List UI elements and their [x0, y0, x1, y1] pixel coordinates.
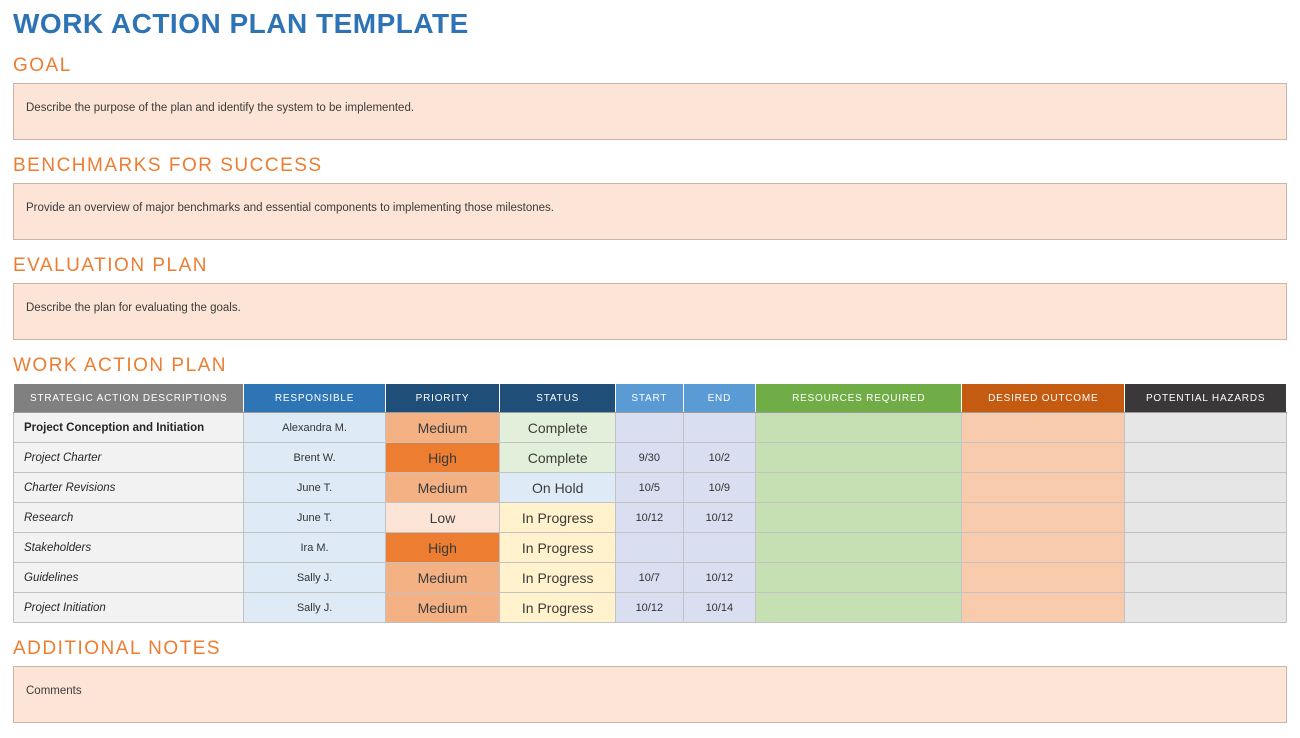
table-row: Guidelines Sally J. Medium In Progress 1…: [12, 562, 1287, 593]
notes-panel[interactable]: Comments: [13, 666, 1287, 723]
benchmarks-text: Provide an overview of major benchmarks …: [26, 201, 554, 214]
evaluation-text: Describe the plan for evaluating the goa…: [26, 301, 241, 314]
cell-start[interactable]: [615, 532, 684, 563]
cell-priority[interactable]: Medium: [384, 412, 501, 443]
cell-start[interactable]: 10/5: [615, 472, 684, 503]
cell-status[interactable]: In Progress: [499, 562, 617, 593]
benchmarks-heading: BENCHMARKS FOR SUCCESS: [13, 155, 323, 176]
cell-start[interactable]: 10/12: [615, 592, 684, 623]
work-action-plan-page: WORK ACTION PLAN TEMPLATE GOAL Describe …: [12, 8, 1287, 723]
cell-priority[interactable]: Low: [384, 502, 501, 533]
cell-resources[interactable]: [755, 472, 963, 503]
evaluation-panel[interactable]: Describe the plan for evaluating the goa…: [13, 283, 1287, 340]
column-header-hazards: POTENTIAL HAZARDS: [1124, 383, 1287, 413]
page-title: WORK ACTION PLAN TEMPLATE: [13, 8, 469, 39]
cell-action[interactable]: Charter Revisions: [12, 472, 245, 503]
table-row: Project Conception and Initiation Alexan…: [12, 412, 1287, 443]
notes-text: Comments: [26, 684, 82, 697]
cell-responsible[interactable]: Ira M.: [243, 532, 386, 563]
benchmarks-panel[interactable]: Provide an overview of major benchmarks …: [13, 183, 1287, 240]
cell-priority[interactable]: Medium: [384, 592, 501, 623]
cell-end[interactable]: 10/12: [682, 562, 757, 593]
cell-action[interactable]: Project Initiation: [12, 592, 245, 623]
goal-heading: GOAL: [13, 55, 72, 76]
cell-hazards[interactable]: [1124, 592, 1287, 623]
table-row: Stakeholders Ira M. High In Progress: [12, 532, 1287, 563]
cell-end[interactable]: 10/12: [682, 502, 757, 533]
cell-outcome[interactable]: [961, 592, 1126, 623]
cell-end[interactable]: 10/14: [682, 592, 757, 623]
cell-end[interactable]: 10/9: [682, 472, 757, 503]
cell-resources[interactable]: [755, 502, 963, 533]
cell-action[interactable]: Project Conception and Initiation: [12, 412, 245, 443]
cell-end[interactable]: 10/2: [682, 442, 757, 473]
work-action-plan-table: STRATEGIC ACTION DESCRIPTIONS RESPONSIBL…: [12, 383, 1287, 623]
cell-responsible[interactable]: Brent W.: [243, 442, 386, 473]
cell-hazards[interactable]: [1124, 502, 1287, 533]
cell-responsible[interactable]: Sally J.: [243, 592, 386, 623]
cell-priority[interactable]: High: [384, 442, 501, 473]
table-row: Charter Revisions June T. Medium On Hold…: [12, 472, 1287, 503]
cell-status[interactable]: Complete: [499, 442, 617, 473]
column-header-responsible: RESPONSIBLE: [243, 383, 386, 413]
cell-hazards[interactable]: [1124, 532, 1287, 563]
column-header-outcome: DESIRED OUTCOME: [961, 383, 1126, 413]
cell-start[interactable]: 10/12: [615, 502, 684, 533]
cell-priority[interactable]: High: [384, 532, 501, 563]
table-row: Project Initiation Sally J. Medium In Pr…: [12, 592, 1287, 623]
table-row: Project Charter Brent W. High Complete 9…: [12, 442, 1287, 473]
table-row: Research June T. Low In Progress 10/12 1…: [12, 502, 1287, 533]
table-header-row: STRATEGIC ACTION DESCRIPTIONS RESPONSIBL…: [12, 383, 1287, 413]
cell-hazards[interactable]: [1124, 412, 1287, 443]
cell-outcome[interactable]: [961, 502, 1126, 533]
cell-outcome[interactable]: [961, 472, 1126, 503]
cell-priority[interactable]: Medium: [384, 472, 501, 503]
cell-resources[interactable]: [755, 592, 963, 623]
goal-text: Describe the purpose of the plan and ide…: [26, 101, 415, 114]
cell-status[interactable]: On Hold: [499, 472, 617, 503]
table-heading: WORK ACTION PLAN: [13, 355, 228, 376]
cell-resources[interactable]: [755, 532, 963, 563]
cell-status[interactable]: Complete: [499, 412, 617, 443]
cell-outcome[interactable]: [961, 532, 1126, 563]
cell-outcome[interactable]: [961, 562, 1126, 593]
cell-hazards[interactable]: [1124, 562, 1287, 593]
cell-status[interactable]: In Progress: [499, 592, 617, 623]
cell-action[interactable]: Project Charter: [12, 442, 245, 473]
cell-action[interactable]: Research: [12, 502, 245, 533]
cell-start[interactable]: 10/7: [615, 562, 684, 593]
column-header-status: STATUS: [499, 383, 617, 413]
cell-end[interactable]: [682, 532, 757, 563]
cell-outcome[interactable]: [961, 442, 1126, 473]
cell-status[interactable]: In Progress: [499, 532, 617, 563]
notes-heading: ADDITIONAL NOTES: [13, 638, 222, 659]
cell-action[interactable]: Guidelines: [12, 562, 245, 593]
cell-outcome[interactable]: [961, 412, 1126, 443]
cell-responsible[interactable]: Alexandra M.: [243, 412, 386, 443]
cell-action[interactable]: Stakeholders: [12, 532, 245, 563]
column-header-resources: RESOURCES REQUIRED: [755, 383, 963, 413]
cell-resources[interactable]: [755, 442, 963, 473]
column-header-start: START: [615, 383, 684, 413]
cell-start[interactable]: [615, 412, 684, 443]
cell-resources[interactable]: [755, 412, 963, 443]
cell-responsible[interactable]: Sally J.: [243, 562, 386, 593]
cell-responsible[interactable]: June T.: [243, 502, 386, 533]
cell-hazards[interactable]: [1124, 472, 1287, 503]
cell-status[interactable]: In Progress: [499, 502, 617, 533]
goal-panel[interactable]: Describe the purpose of the plan and ide…: [13, 83, 1287, 140]
column-header-end: END: [682, 383, 757, 413]
evaluation-heading: EVALUATION PLAN: [13, 255, 208, 276]
cell-resources[interactable]: [755, 562, 963, 593]
column-header-action: STRATEGIC ACTION DESCRIPTIONS: [12, 383, 245, 413]
cell-end[interactable]: [682, 412, 757, 443]
cell-responsible[interactable]: June T.: [243, 472, 386, 503]
cell-priority[interactable]: Medium: [384, 562, 501, 593]
cell-start[interactable]: 9/30: [615, 442, 684, 473]
column-header-priority: PRIORITY: [384, 383, 501, 413]
cell-hazards[interactable]: [1124, 442, 1287, 473]
